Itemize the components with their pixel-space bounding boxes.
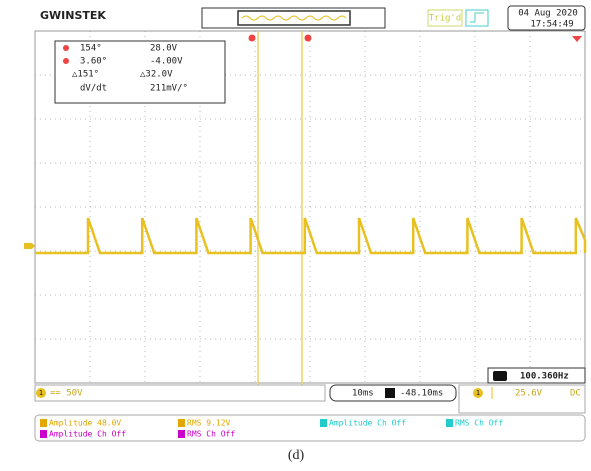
- timebase: 10ms: [352, 389, 374, 399]
- position-icon: [385, 388, 395, 398]
- position: -48.10ms: [400, 389, 443, 399]
- cursor-icon: [63, 58, 69, 64]
- delta-x: △151°: [72, 70, 99, 80]
- measurement: RMS Ch Off: [455, 419, 503, 428]
- waveform: [35, 217, 587, 255]
- frequency-box: [487, 367, 586, 384]
- delta-y: △32.0V: [140, 70, 173, 80]
- measurement-icon: [446, 419, 453, 427]
- channel-scale: == 50V: [50, 389, 83, 399]
- measurement: RMS 9.12V: [187, 419, 231, 428]
- slope-value: 211mV/°: [150, 84, 188, 94]
- trigger-icon: [473, 388, 483, 398]
- trigger-box: [458, 384, 586, 414]
- measurement-icon: [40, 430, 47, 438]
- trigger-channel: 1: [476, 389, 480, 397]
- trigger-level: 25.6V: [515, 389, 543, 399]
- trigger-edge-icon: [470, 12, 484, 23]
- memory-wave: [241, 15, 347, 21]
- cursor-readout-box: [54, 40, 226, 104]
- measurements: Amplitude 48.0V RMS 9.12V Amplitude Ch Off…: [40, 419, 503, 439]
- date: 04 Aug 2020: [518, 9, 578, 19]
- cursor-marker: [304, 34, 312, 42]
- cursor-1-y: 28.0V: [150, 44, 178, 54]
- time: 17:54:49: [530, 20, 573, 30]
- graticule-border: [34, 30, 586, 384]
- grid: [35, 31, 585, 383]
- measurement: RMS Ch Off: [187, 430, 235, 439]
- channel-number: 1: [39, 389, 43, 397]
- frequency: 100.360Hz: [520, 372, 569, 382]
- cursor-icon: [63, 45, 69, 51]
- trigger-status-box: [427, 9, 463, 27]
- trigger-status: Trig'd: [429, 14, 462, 24]
- frequency-icon: [493, 371, 507, 381]
- channel-marker: [24, 243, 35, 249]
- memory-window: [237, 10, 351, 26]
- coupling: DC: [570, 389, 581, 399]
- trigger-edge-box: [465, 9, 489, 27]
- measurement-icon: [178, 419, 185, 427]
- channel-icon: [36, 388, 46, 398]
- cursor-1-x: 154°: [80, 44, 102, 54]
- cursor-marker: [248, 34, 256, 42]
- measurement-icon: [320, 419, 327, 427]
- measurement-icon: [40, 419, 47, 427]
- measurement: Amplitude 48.0V: [49, 419, 121, 428]
- trigger-marker: [572, 36, 582, 42]
- measurement: Amplitude Ch Off: [329, 419, 406, 428]
- cursor-2-x: 3.60°: [80, 57, 107, 67]
- channel-bar: [34, 384, 326, 402]
- caption: (d): [288, 448, 305, 463]
- cursor-2-y: -4.00V: [150, 57, 183, 67]
- measurement: Amplitude Ch Off: [49, 430, 126, 439]
- date-box: [507, 5, 586, 31]
- measurement-icon: [178, 430, 185, 438]
- slope-label: dV/dt: [80, 84, 107, 94]
- brand: GWINSTEK: [40, 9, 106, 22]
